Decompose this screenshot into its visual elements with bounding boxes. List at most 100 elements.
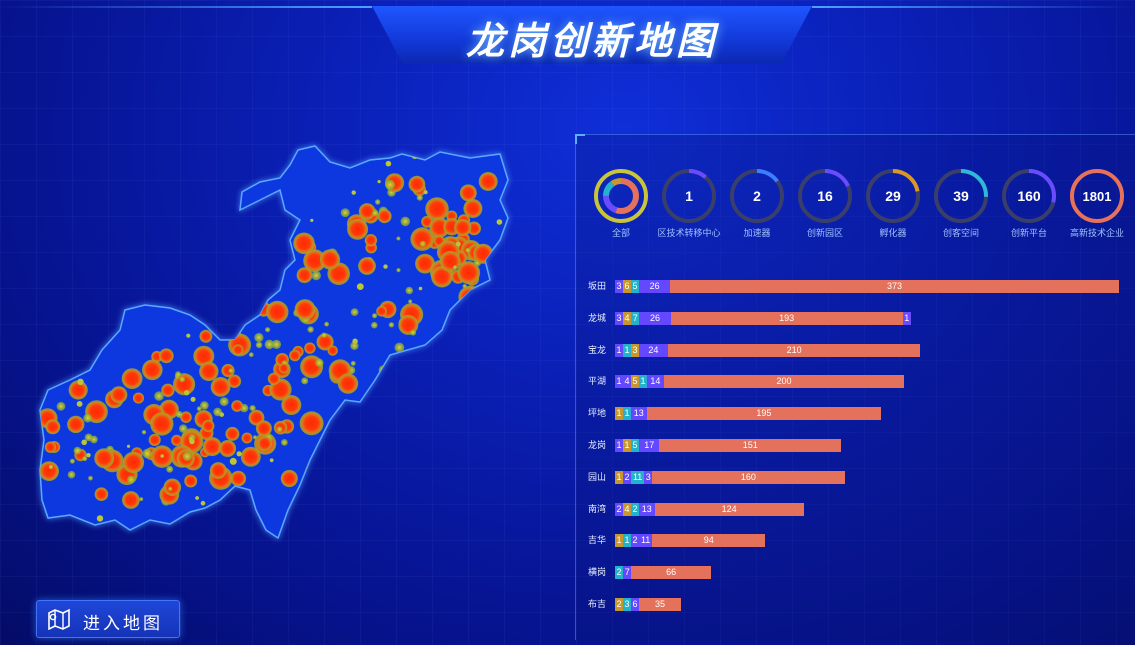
bar-segment[interactable]: 6 [631,598,639,611]
category-filter[interactable]: 16 创新园区 [792,168,858,239]
bar-segment[interactable]: 1 [615,534,623,548]
heat-dot [135,191,141,197]
heat-dot [452,516,457,520]
heat-spot [88,475,93,481]
bar-segment[interactable]: 200 [663,375,905,389]
bar-segment[interactable]: 24 [639,343,668,357]
bar-segment[interactable]: 1 [623,407,631,421]
bar-segment[interactable]: 1 [639,375,647,389]
bar-segment[interactable]: 3 [615,311,623,325]
bar-segment[interactable]: 5 [631,280,639,293]
bar-segment[interactable]: 2 [631,534,639,548]
bar-segment[interactable]: 195 [646,407,882,421]
category-filter[interactable]: 2 加速器 [724,168,790,239]
bar-segment[interactable]: 11 [631,470,645,484]
bar-segment[interactable]: 1 [623,343,631,357]
heat-spot [327,345,338,356]
bar-segment[interactable]: 2 [631,502,639,516]
bar-segment[interactable]: 3 [644,470,653,484]
heat-spot [202,437,222,457]
heat-map[interactable] [30,140,550,550]
heat-dot [310,499,316,505]
category-filter[interactable]: 160 创新平台 [996,168,1062,239]
heat-spot [209,462,227,479]
bar-segment[interactable]: 5 [631,375,639,389]
heat-spot [202,419,215,433]
title-banner [372,6,812,64]
heat-spot [179,376,186,383]
bar-segment[interactable]: 1 [615,375,623,389]
category-filter[interactable]: 39 创客空间 [928,168,994,239]
bar-segment[interactable]: 11 [639,534,653,548]
heat-spot [280,469,298,488]
heat-spot [196,406,202,412]
bar-segment[interactable]: 1 [615,470,623,484]
bar-segment[interactable]: 4 [623,502,631,516]
bar-segment[interactable]: 193 [670,311,903,325]
heat-dot [186,333,191,338]
bar-segment[interactable]: 4 [623,375,631,389]
bar-segment[interactable]: 3 [615,280,623,293]
heat-spot [67,415,85,434]
heat-spot [311,270,322,281]
bar-segment[interactable]: 7 [623,566,632,580]
heat-spot [163,478,182,497]
enter-map-button[interactable]: 进入地图 [36,600,180,638]
bar-segment[interactable]: 6 [623,280,631,293]
bar-segment[interactable]: 1 [623,534,631,548]
bar-segment[interactable]: 1 [902,311,911,325]
bar-segment[interactable]: 35 [639,598,682,611]
heat-spot [127,475,135,484]
bar-segment[interactable]: 5 [631,439,639,452]
bar-segment[interactable]: 17 [639,439,660,452]
heat-spots [40,148,507,529]
heat-spot [264,339,275,350]
heat-spot [180,411,192,424]
bar-segment[interactable]: 13 [631,407,647,421]
heat-spot [168,486,173,491]
bar-segment[interactable]: 210 [667,343,921,357]
category-ring: 160 [1002,169,1056,223]
category-filter[interactable]: 1801 高新技术企业 [1064,168,1130,239]
category-filter[interactable]: 全部 [588,168,654,239]
bar-segment[interactable]: 2 [615,598,623,611]
bar-row-label: 龙岗 [588,440,607,450]
heat-spot [281,395,302,415]
heat-spot [329,423,348,442]
bar-segment[interactable]: 1 [615,407,623,421]
bar-segment[interactable]: 3 [623,598,631,611]
heat-dot [423,190,428,195]
heat-spot [267,372,281,385]
bar-segment[interactable]: 2 [623,470,631,484]
bar-segment[interactable]: 124 [654,502,804,516]
heat-spot [278,363,289,374]
category-filter[interactable]: 1 区技术转移中心 [656,168,722,239]
heat-spot [142,448,152,459]
district-map[interactable] [30,140,550,550]
bar-segment[interactable]: 1 [623,439,631,452]
heat-spot [173,373,196,396]
heat-spot [266,300,289,324]
bar-segment[interactable]: 26 [639,280,671,293]
bar-segment[interactable]: 94 [652,534,766,548]
bar-row-label: 坂田 [588,281,607,291]
heat-spot [257,436,273,451]
bar-segment[interactable]: 2 [615,566,623,580]
bar-segment[interactable]: 151 [659,439,841,452]
bar-segment[interactable]: 26 [639,311,671,325]
bar-segment[interactable]: 4 [623,311,631,325]
bar-segment[interactable]: 1 [615,439,623,452]
bar-segment[interactable]: 3 [631,343,639,357]
panel-corner [575,134,585,144]
bar-segment[interactable]: 373 [670,280,1119,293]
bar-segment[interactable]: 1 [615,343,623,357]
bar-segment[interactable]: 13 [639,502,655,516]
bar-segment[interactable]: 2 [615,502,623,516]
bar-segment[interactable]: 7 [631,311,640,325]
bar-segment[interactable]: 66 [631,566,711,580]
heat-dot [48,368,53,373]
bar-segment[interactable]: 14 [647,375,664,389]
heat-spot [315,358,324,367]
category-filter[interactable]: 29 孵化器 [860,168,926,239]
bar-segment[interactable]: 160 [652,470,845,484]
